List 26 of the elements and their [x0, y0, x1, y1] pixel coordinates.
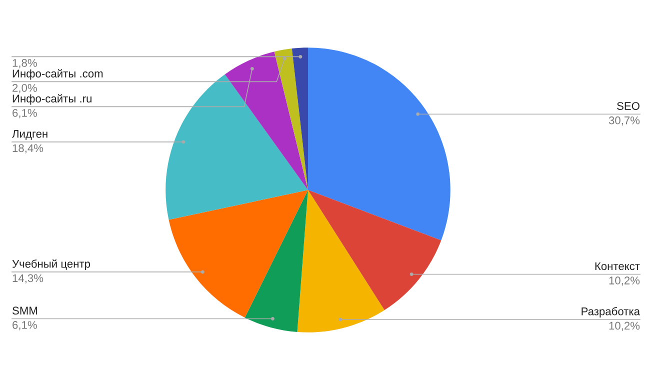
data-label: 10,2% — [609, 322, 640, 331]
pie-slice — [168, 190, 308, 318]
data-label: 18,4% — [12, 144, 44, 154]
slice-label: Разработка — [582, 307, 640, 318]
pie-slice — [297, 190, 384, 332]
data-label: 6,1% — [12, 109, 37, 118]
slice-label: SEO — [617, 102, 640, 110]
pie-slice — [292, 48, 308, 190]
slice-label: Лидген — [12, 130, 48, 140]
pie-slice — [224, 52, 308, 190]
pie-slice — [166, 74, 308, 220]
pie-slice — [308, 48, 450, 240]
slice-label: Учебный центр — [12, 259, 90, 270]
pie-slice — [308, 190, 442, 310]
data-label: 30,7% — [608, 116, 640, 126]
pie-slice — [274, 48, 308, 190]
data-label: 10,2% — [609, 276, 640, 286]
slice-label: SMM — [12, 306, 38, 315]
data-label: 1,8% — [12, 59, 37, 68]
pie-slice — [244, 190, 308, 332]
slice-label: Контекст — [595, 262, 640, 270]
data-label: 2,0% — [12, 84, 37, 94]
slice-label: Инфо-сайты .ru — [12, 94, 92, 105]
slice-label: Инфо-сайты .com — [12, 69, 103, 80]
data-label: 14,3% — [12, 274, 44, 284]
data-label: 6,1% — [12, 321, 37, 330]
